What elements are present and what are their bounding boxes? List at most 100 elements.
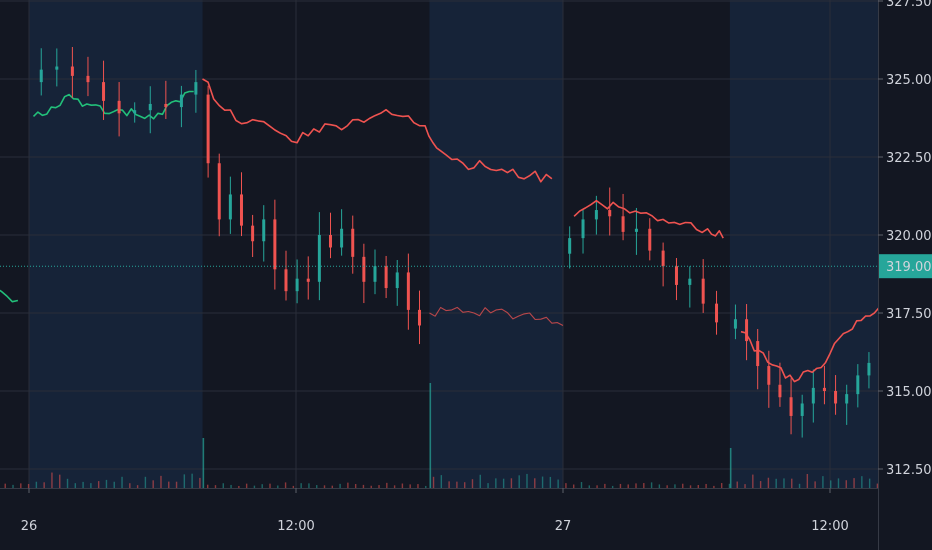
y-tick-label: 317.50 xyxy=(886,307,932,322)
volume-bar xyxy=(479,474,481,488)
volume-bar xyxy=(635,483,637,488)
candle-body xyxy=(351,228,355,257)
candle-body xyxy=(284,269,288,292)
volume-bar xyxy=(627,484,629,488)
price-line-extended_up xyxy=(0,289,19,303)
volume-bar xyxy=(66,478,69,488)
session-band xyxy=(29,0,203,488)
candle-body xyxy=(767,366,771,385)
volume-bar xyxy=(222,483,224,488)
volume-bar xyxy=(471,479,474,488)
volume-bar xyxy=(549,476,552,488)
volume-bar xyxy=(292,485,295,488)
candle-body xyxy=(228,194,232,220)
candle-body xyxy=(594,210,598,220)
candle-body xyxy=(688,278,692,285)
candle-body xyxy=(340,228,344,248)
y-tick-label: 327.50 xyxy=(886,0,932,10)
volume-bar xyxy=(791,478,793,488)
volume-bar xyxy=(798,483,801,488)
volume-bar xyxy=(565,483,567,488)
volume-bar xyxy=(43,482,45,488)
candle-body xyxy=(811,387,815,404)
volume-bar xyxy=(316,485,318,488)
volume-bar xyxy=(393,485,396,488)
candle-body xyxy=(621,216,625,232)
volume-bar xyxy=(830,480,832,488)
candle-body xyxy=(306,278,310,282)
x-tick-label: 12:00 xyxy=(811,519,848,534)
volume-bar xyxy=(331,485,333,488)
volume-bar xyxy=(876,483,879,488)
candle-body xyxy=(733,319,737,329)
volume-bar xyxy=(783,478,785,488)
volume-bar xyxy=(27,484,30,488)
candle-body xyxy=(133,110,137,114)
volume-bar xyxy=(674,484,676,488)
volume-bar xyxy=(347,482,349,488)
candle-body xyxy=(86,75,90,83)
volume-bar xyxy=(775,478,777,488)
volume-bar xyxy=(308,483,310,488)
y-tick-label: 312.50 xyxy=(886,463,932,478)
volume-bar xyxy=(759,481,762,488)
candle-body xyxy=(148,103,152,111)
volume-bar xyxy=(214,485,217,488)
volume-bar xyxy=(658,484,661,488)
candle-body xyxy=(262,219,266,242)
candle-body xyxy=(756,341,760,367)
volume-bar xyxy=(59,474,61,488)
volume-bar xyxy=(666,485,668,488)
volume-bar xyxy=(82,481,84,488)
volume-bar xyxy=(432,476,435,488)
volume-bar xyxy=(113,481,115,488)
volume-bar xyxy=(354,484,357,488)
price-line-extended_down xyxy=(429,306,564,326)
candle-body xyxy=(239,194,243,226)
candle-body xyxy=(395,272,399,289)
y-tick-label: 320.00 xyxy=(886,229,932,244)
candle-body xyxy=(845,394,849,404)
volume-bar xyxy=(448,481,450,488)
volume-bar xyxy=(191,473,193,488)
volume-bar xyxy=(861,476,863,488)
time-axis-panel xyxy=(0,488,932,550)
current-price-label: 319.00 xyxy=(886,260,932,275)
volume-bar xyxy=(705,483,707,488)
candle-body xyxy=(834,391,838,404)
volume-bar xyxy=(378,485,380,488)
candle-body xyxy=(328,235,332,248)
volume-bar xyxy=(736,481,738,488)
candle-body xyxy=(117,100,121,114)
volume-bar xyxy=(502,478,505,488)
volume-bar xyxy=(619,483,622,488)
volume-bar xyxy=(604,483,606,488)
volume-bar xyxy=(487,483,489,488)
candle-body xyxy=(648,228,652,251)
volume-bar xyxy=(90,483,92,488)
candle-body xyxy=(39,69,43,83)
candle-body xyxy=(568,238,572,254)
volume-bar xyxy=(650,482,653,488)
volume-bar xyxy=(728,483,731,488)
candle-body xyxy=(55,66,59,70)
candle-body xyxy=(362,256,366,282)
volume-bar xyxy=(168,481,170,488)
volume-bar xyxy=(409,484,411,488)
candle-body xyxy=(251,225,255,242)
volume-bar xyxy=(51,472,53,488)
volume-bar xyxy=(370,485,372,488)
y-tick-label: 322.50 xyxy=(886,151,932,166)
volume-bar xyxy=(152,480,154,488)
volume-bar xyxy=(245,483,248,488)
candle-body xyxy=(856,375,860,395)
candle-body xyxy=(581,219,585,239)
volume-bar xyxy=(4,483,6,488)
volume-bar xyxy=(105,479,108,488)
volume-bar xyxy=(837,478,840,488)
candle-body xyxy=(384,266,388,289)
volume-bar xyxy=(611,485,614,488)
